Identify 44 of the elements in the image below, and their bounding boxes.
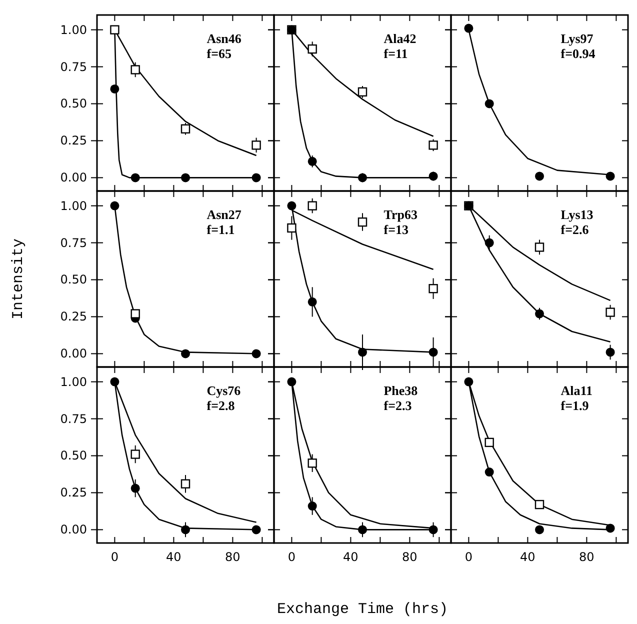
text: f=2.3 — [384, 398, 412, 413]
text: Asn27 — [206, 207, 242, 222]
y-tick-label: 0.25 — [60, 486, 87, 500]
x-tick-label: 80 — [225, 550, 240, 564]
x-tick-label: 0 — [288, 550, 296, 564]
text: Lys97 — [560, 31, 594, 46]
y-tick-label: 0.50 — [60, 96, 87, 111]
text: f=13 — [384, 222, 409, 237]
text: f=1.1 — [206, 222, 235, 237]
text: Phe38 — [384, 383, 418, 398]
text: f=0.94 — [560, 46, 596, 61]
text: f=2.6 — [560, 222, 590, 237]
y-tick-label: 1.00 — [60, 374, 87, 389]
text: Ala42 — [384, 31, 416, 46]
y-tick-label: 1.00 — [60, 22, 87, 37]
x-tick-label: 40 — [520, 550, 536, 564]
text: Lys13 — [560, 207, 594, 222]
x-tick-label: 0 — [464, 550, 473, 564]
y-tick-label: 0.25 — [60, 310, 87, 324]
y-tick-label: 0.25 — [60, 134, 87, 148]
text: f=11 — [384, 46, 408, 61]
x-tick-label: 40 — [343, 550, 358, 564]
x-tick-label: 80 — [402, 550, 418, 564]
y-tick-label: 0.50 — [60, 448, 87, 463]
x-axis-title: Exchange Time (hrs) — [276, 601, 448, 618]
y-tick-label: 0.00 — [60, 522, 87, 537]
text: f=1.9 — [560, 398, 590, 413]
y-tick-label: 0.75 — [60, 60, 87, 74]
text: f=2.8 — [206, 398, 236, 413]
y-tick-label: 0.75 — [60, 412, 87, 426]
y-tick-label: 0.00 — [60, 346, 87, 361]
x-tick-label: 0 — [110, 550, 119, 564]
x-tick-label: 80 — [579, 550, 594, 564]
y-tick-label: 0.00 — [60, 170, 87, 185]
y-tick-label: 1.00 — [60, 198, 87, 213]
text: Asn46 — [206, 31, 242, 46]
y-axis-title: Intensity — [10, 238, 27, 320]
text: Cys76 — [206, 383, 242, 398]
y-tick-label: 0.50 — [60, 272, 87, 287]
text: Ala11 — [560, 383, 593, 398]
y-tick-label: 0.75 — [60, 236, 87, 250]
text: Trp63 — [384, 207, 418, 222]
text: f=65 — [206, 46, 232, 61]
x-tick-label: 40 — [166, 550, 182, 564]
